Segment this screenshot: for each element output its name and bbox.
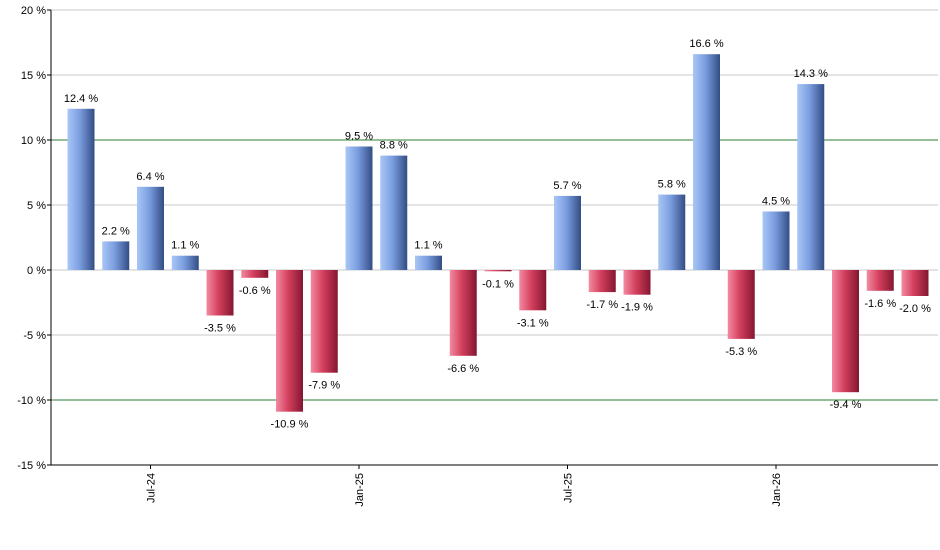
data-label: 9.5 % <box>345 131 373 143</box>
bar <box>484 270 512 272</box>
bar <box>901 270 929 296</box>
bar <box>449 270 477 356</box>
data-label: -10.9 % <box>271 419 309 431</box>
bar <box>241 270 269 278</box>
bar <box>658 194 686 270</box>
y-tick-label: 20 % <box>21 5 46 17</box>
x-tick-label: Jul-25 <box>563 473 575 503</box>
data-label: 8.8 % <box>380 140 408 152</box>
data-label: 1.1 % <box>414 240 442 252</box>
bar <box>554 195 581 270</box>
bar <box>380 155 408 270</box>
bar <box>345 146 373 270</box>
bar <box>762 211 790 270</box>
x-tick-label: Jul-24 <box>146 473 158 503</box>
data-label: 2.2 % <box>102 225 130 237</box>
bar <box>797 84 825 270</box>
data-label: -9.4 % <box>830 399 862 411</box>
data-label: 1.1 % <box>171 240 199 252</box>
data-label: -1.7 % <box>586 299 618 311</box>
bar <box>832 270 859 393</box>
data-label: -0.1 % <box>482 278 514 290</box>
bar <box>276 270 303 412</box>
y-tick-label: -15 % <box>17 460 46 472</box>
axis-layer: 20 % 15 % 10 % 5 % 0 % -5 % -10 % -15 % Jul-24 Ja… <box>17 5 938 507</box>
bar <box>519 270 547 311</box>
data-label: 5.8 % <box>658 179 686 191</box>
y-tick-label: -5 % <box>23 330 46 342</box>
data-labels-layer: 12.4 % 2.2 % 6.4 % 1.1 % -3.5 % -0.6 % -10.9 %… <box>64 38 931 431</box>
data-label: -6.6 % <box>447 363 479 375</box>
data-label: -2.0 % <box>899 303 931 315</box>
data-label: 6.4 % <box>136 171 164 183</box>
data-label: 16.6 % <box>689 38 723 50</box>
bar <box>171 255 199 270</box>
data-label: 5.7 % <box>553 180 581 192</box>
y-tick-label: 5 % <box>27 200 46 212</box>
bar <box>310 270 338 373</box>
data-label: -3.1 % <box>517 317 549 329</box>
bar <box>415 255 442 270</box>
bar <box>137 186 164 270</box>
data-label: -3.5 % <box>204 323 236 335</box>
data-label: 12.4 % <box>64 93 98 105</box>
data-label: 14.3 % <box>794 68 828 80</box>
y-tick-label: 10 % <box>21 135 46 147</box>
bar <box>206 270 234 316</box>
x-tick-label: Jan-25 <box>354 473 366 507</box>
data-label: -7.9 % <box>308 380 340 392</box>
y-tick-label: 0 % <box>27 265 46 277</box>
y-tick-label: -10 % <box>17 395 46 407</box>
bars-layer <box>67 54 929 412</box>
bar <box>693 54 720 271</box>
bar <box>727 270 755 339</box>
bar <box>588 270 616 293</box>
data-label: -1.6 % <box>864 298 896 310</box>
data-label: -0.6 % <box>239 285 271 297</box>
x-tick-label: Jan-26 <box>771 473 783 507</box>
data-label: 4.5 % <box>762 196 790 208</box>
bar <box>102 241 130 270</box>
data-label: -1.9 % <box>621 302 653 314</box>
y-tick-label: 15 % <box>21 70 46 82</box>
data-label: -5.3 % <box>725 346 757 358</box>
bar <box>623 270 651 295</box>
bar <box>67 108 95 270</box>
bar <box>866 270 894 291</box>
